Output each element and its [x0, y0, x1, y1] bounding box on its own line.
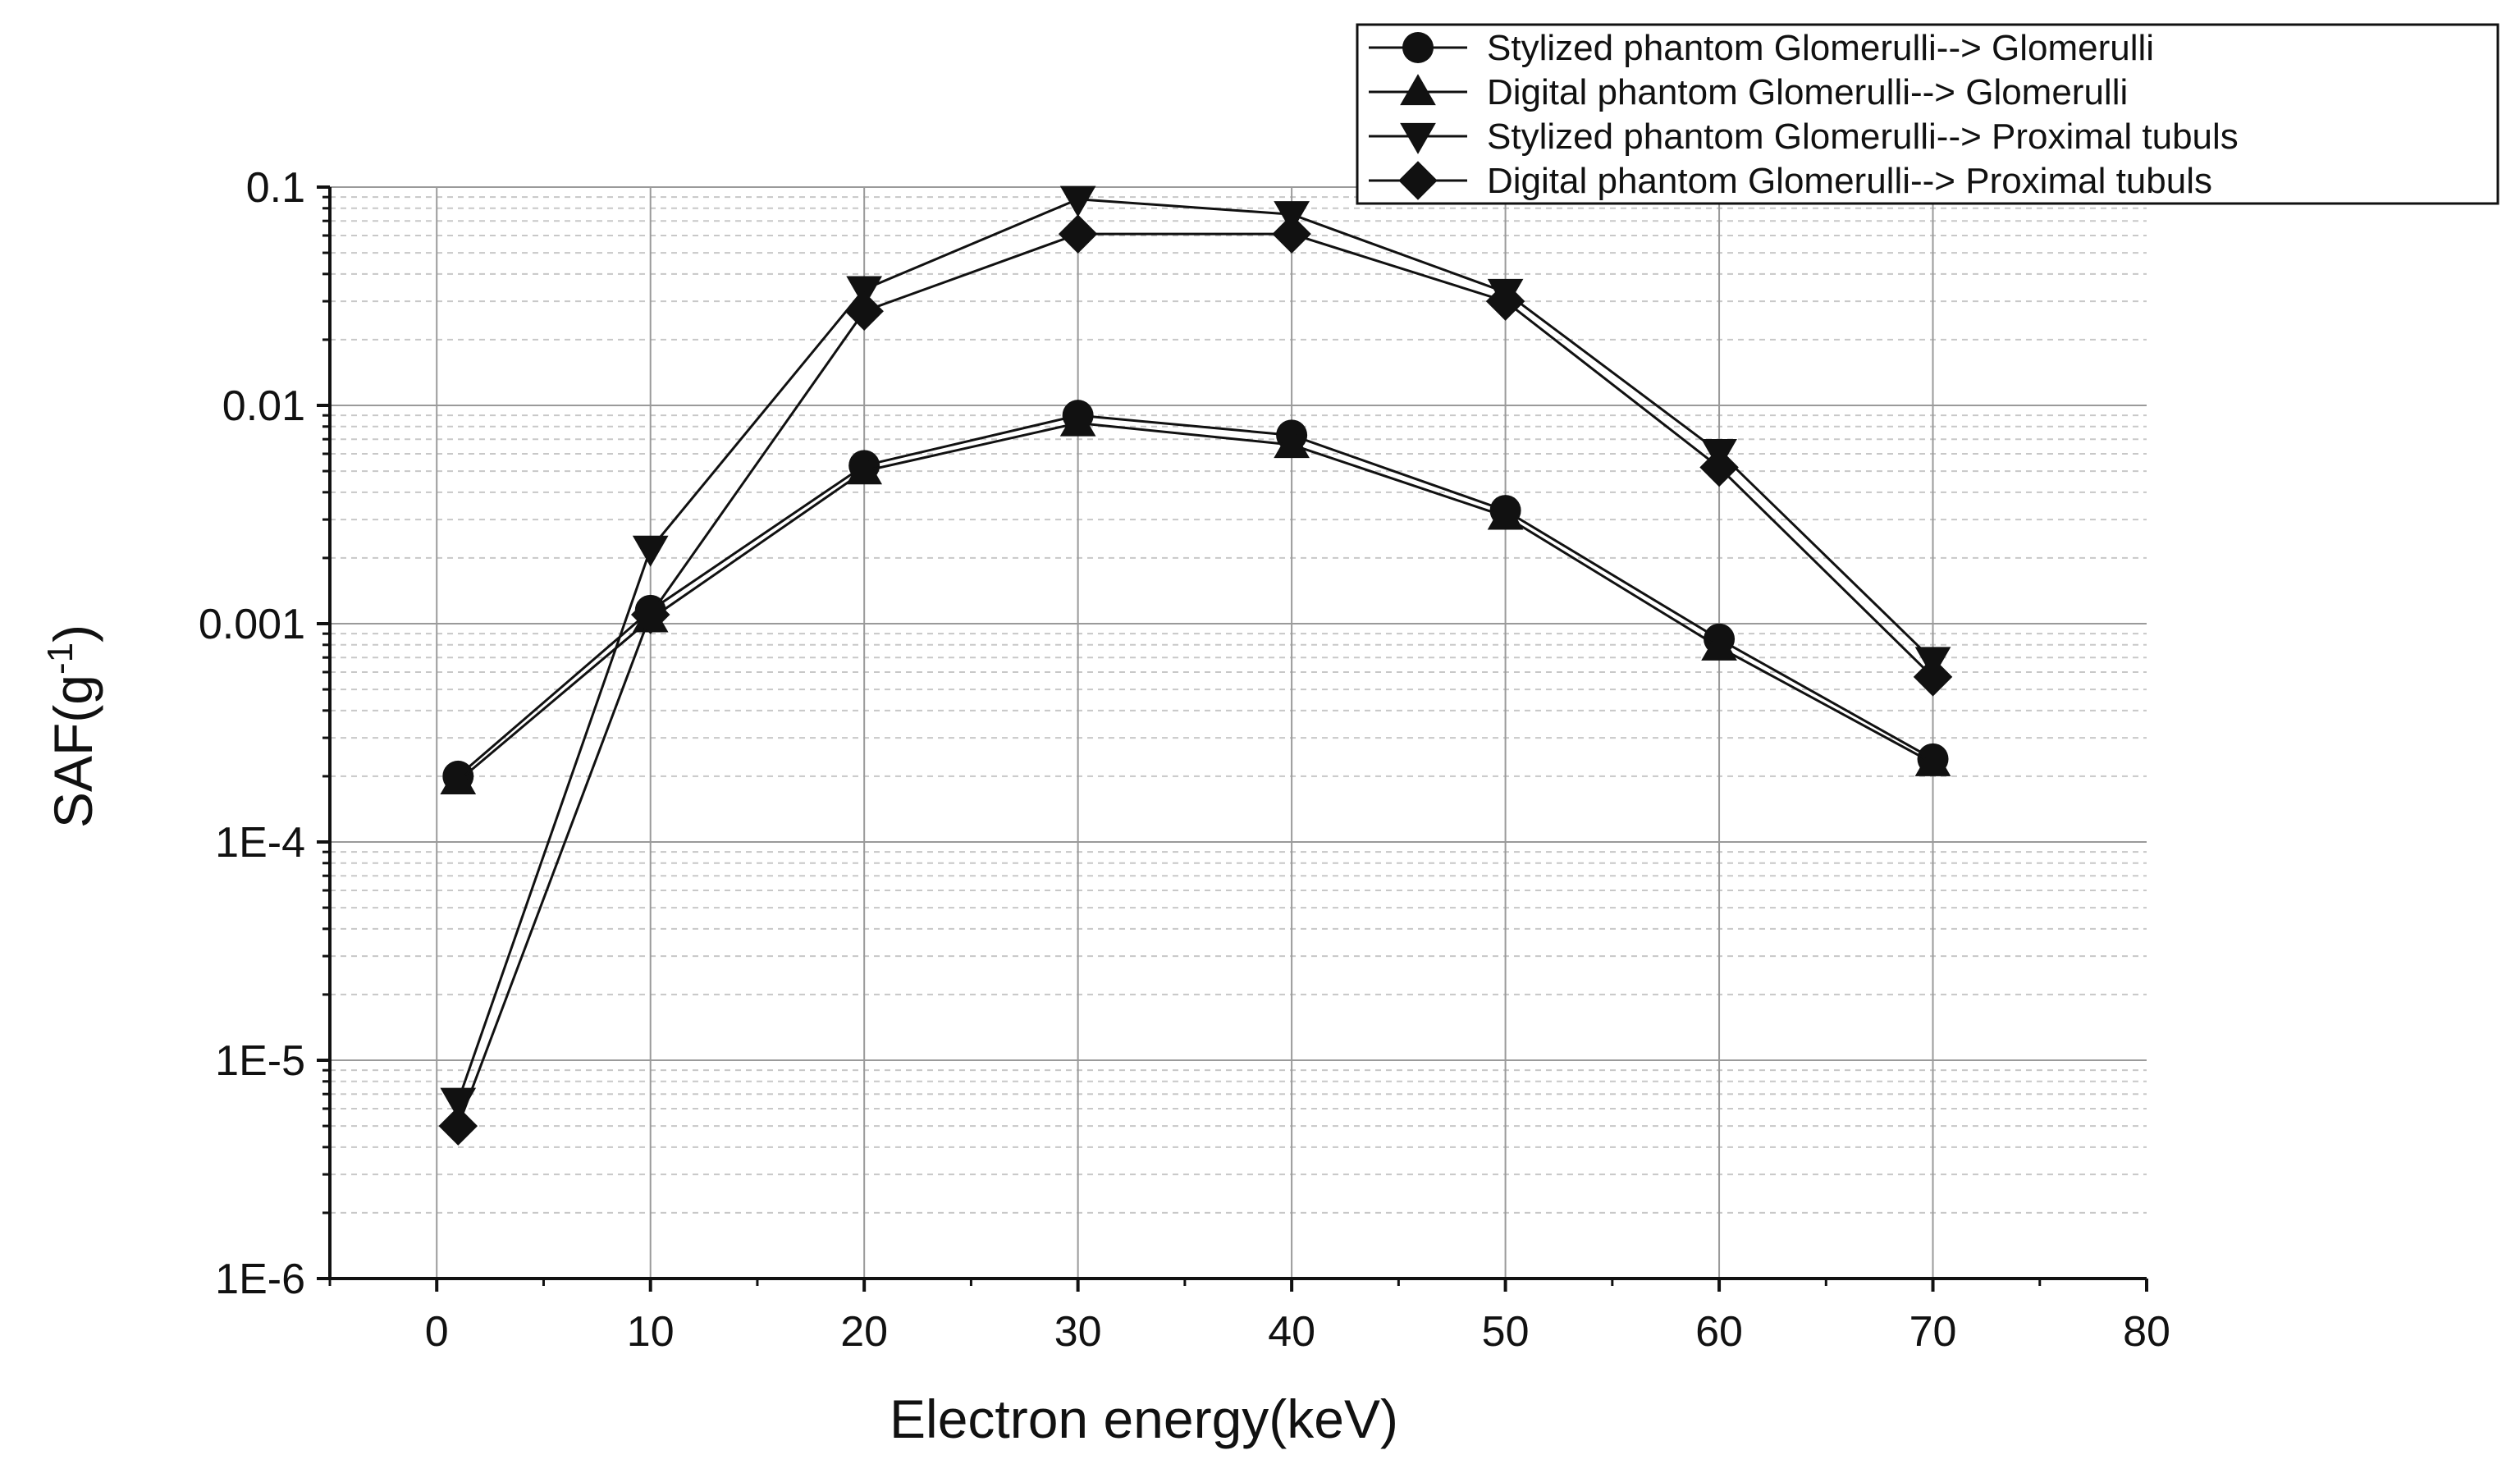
data-point	[1701, 629, 1737, 661]
data-point	[438, 1106, 478, 1146]
y-tick-label: 0.01	[222, 382, 305, 430]
data-point	[440, 763, 477, 795]
legend-marker	[1398, 161, 1438, 200]
y-tick-label: 1E-5	[215, 1037, 305, 1085]
data-point	[1058, 214, 1098, 254]
y-tick-label: 0.001	[199, 601, 305, 648]
x-tick-label: 60	[1695, 1308, 1743, 1356]
x-tick-label: 40	[1268, 1308, 1315, 1356]
axes-layer	[328, 187, 2147, 1280]
data-point	[846, 276, 883, 308]
y-axis-title: SAF(g-1)	[40, 624, 103, 828]
data-point	[1914, 744, 1951, 776]
series-line	[457, 414, 1934, 778]
legend-label: Digital phantom Glomerulli--> Proximal t…	[1487, 161, 2212, 201]
data-point	[1913, 657, 1953, 697]
data-point	[1059, 405, 1096, 437]
legend-marker	[1400, 122, 1436, 154]
y-axis-title-exponent: -1	[40, 643, 80, 675]
legend-entry: Digital phantom Glomerulli--> Proximal t…	[1369, 161, 2212, 201]
y-axis-title-close: )	[43, 624, 103, 643]
minor-gridlines	[330, 196, 2147, 1214]
legend-box	[1356, 23, 2499, 205]
data-point	[844, 291, 884, 332]
data-point	[1699, 447, 1739, 487]
legend-label: Digital phantom Glomerulli--> Glomerulli	[1487, 72, 2128, 112]
legend-entry: Stylized phantom Glomerulli--> Proximal …	[1369, 117, 2239, 157]
series-line	[456, 198, 1934, 1102]
series-layer	[438, 185, 1953, 1146]
legend: Stylized phantom Glomerulli--> Glomerull…	[1356, 23, 2499, 205]
x-axis-title: Electron energy(keV)	[890, 1389, 1398, 1449]
x-tick-label: 80	[2123, 1308, 2170, 1356]
data-point	[1485, 281, 1525, 321]
y-tick-label: 1E-4	[215, 819, 305, 867]
major-gridlines	[330, 186, 2147, 1279]
x-tick-label: 10	[627, 1308, 675, 1356]
x-tick-label: 50	[1482, 1308, 1530, 1356]
legend-label: Stylized phantom Glomerulli--> Proximal …	[1487, 117, 2239, 157]
x-tick-label: 0	[425, 1308, 449, 1356]
legend-entry: Stylized phantom Glomerulli--> Glomerull…	[1369, 28, 2154, 68]
legend-entry: Digital phantom Glomerulli--> Glomerulli	[1369, 72, 2128, 112]
data-point	[846, 453, 883, 485]
legend-label: Stylized phantom Glomerulli--> Glomerull…	[1487, 28, 2154, 68]
y-tick-label: 0.1	[246, 164, 305, 212]
data-point	[1487, 498, 1524, 530]
x-tick-label: 70	[1909, 1308, 1957, 1356]
x-tick-label: 20	[840, 1308, 888, 1356]
series-4	[438, 214, 1953, 1146]
legend-marker	[1402, 32, 1434, 63]
data-point	[1274, 427, 1310, 459]
series-line	[457, 422, 1934, 782]
series-line	[456, 232, 1934, 1127]
x-tick-label: 30	[1054, 1308, 1102, 1356]
data-point	[440, 1087, 477, 1119]
ticks-layer: 1E-6 1E-5 1E-4 0.001 0.01 0.1 0 10 20 30 40 50 60 70 8…	[199, 164, 2170, 1356]
y-tick-label: 1E-6	[215, 1256, 305, 1303]
data-point	[632, 535, 669, 567]
legend-marker	[1400, 74, 1436, 106]
data-point	[630, 595, 670, 634]
data-point	[1272, 214, 1311, 254]
data-point	[1059, 185, 1096, 217]
y-axis-title-main: SAF(g	[43, 675, 103, 828]
